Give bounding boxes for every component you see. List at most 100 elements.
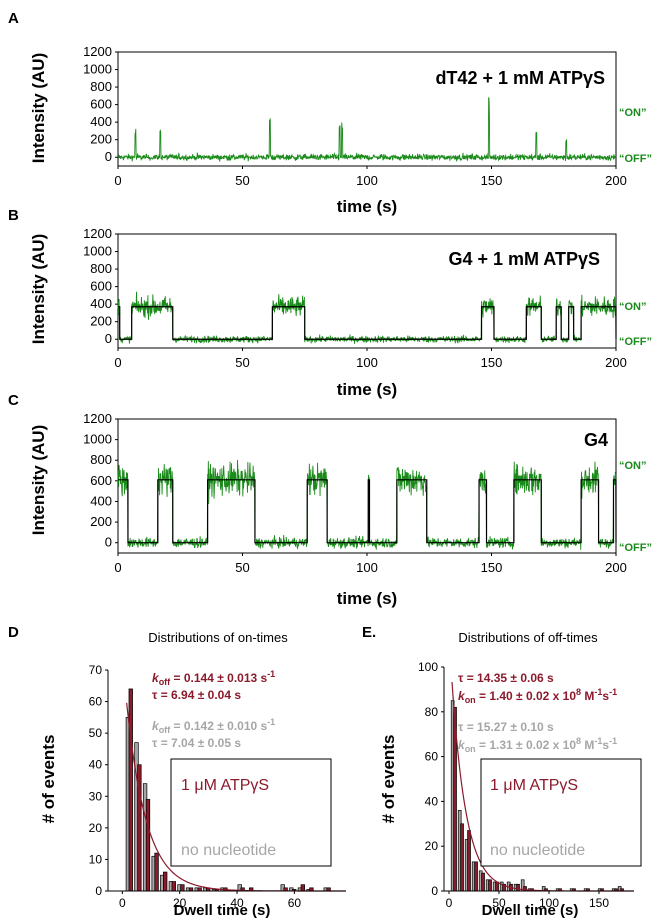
y-axis-label: # of events xyxy=(379,735,398,824)
histogram-bars xyxy=(125,688,331,892)
panel-letter: C xyxy=(8,392,19,409)
y-tick-label: 80 xyxy=(425,705,439,719)
y-tick-label: 800 xyxy=(90,261,112,276)
koff-atp-annotation: koff = 0.144 ± 0.013 s-1 xyxy=(152,669,275,687)
y-axis-label: Intensity (AU) xyxy=(29,425,48,536)
y-tick-label: 400 xyxy=(90,493,112,508)
intensity-trace xyxy=(117,97,617,163)
y-tick-label: 200 xyxy=(90,132,112,147)
bar-atp xyxy=(145,799,151,892)
x-tick-label: 150 xyxy=(481,355,503,370)
on-state-label: “ON” xyxy=(619,301,647,313)
x-tick-label: 200 xyxy=(605,560,627,575)
y-axis-label: # of events xyxy=(39,735,58,824)
bar-atp xyxy=(460,823,464,892)
panel-letter: D xyxy=(8,624,19,641)
bar-atp xyxy=(300,884,305,892)
x-tick-label: 50 xyxy=(235,173,249,188)
y-tick-label: 600 xyxy=(90,473,112,488)
x-axis-label: Dwell time (s) xyxy=(174,902,271,918)
x-tick-label: 0 xyxy=(119,896,126,910)
panel-letter: A xyxy=(8,10,19,27)
panel-e: E. Distributions of off-times # of event… xyxy=(362,624,642,918)
x-axis-label: Dwell time (s) xyxy=(482,902,579,918)
x-tick-label: 0 xyxy=(114,355,121,370)
panel-letter: E. xyxy=(362,624,376,641)
bar-atp xyxy=(481,872,485,892)
y-tick-labels: 0 200 400 600 800 1000 1200 xyxy=(83,226,118,346)
x-tick-label: 100 xyxy=(356,355,378,370)
bar-atp xyxy=(495,881,499,892)
chart-title: dT42 + 1 mM ATPγS xyxy=(435,68,605,88)
y-tick-label: 1200 xyxy=(83,44,112,59)
y-tick-label: 1200 xyxy=(83,411,112,426)
x-tick-label: 50 xyxy=(492,896,506,910)
tau-none-annotation: τ = 7.04 ± 0.05 s xyxy=(152,736,241,750)
x-tick-label: 100 xyxy=(539,896,559,910)
state-fit-line xyxy=(117,479,617,544)
chart-title: G4 xyxy=(584,430,608,450)
off-state-label: “OFF” xyxy=(619,153,652,165)
legend-none: no nucleotide xyxy=(490,842,585,859)
x-tick-label: 50 xyxy=(235,560,249,575)
y-tick-label: 60 xyxy=(425,750,439,764)
panel-letter: B xyxy=(8,207,19,224)
y-tick-label: 20 xyxy=(89,821,103,835)
off-state-label: “OFF” xyxy=(619,336,652,348)
off-state-label: “OFF” xyxy=(619,542,652,554)
x-tick-label: 40 xyxy=(230,896,244,910)
x-tick-labels: 0 50 100 150 200 xyxy=(114,348,627,370)
tau-none-annotation: τ = 15.27 ± 0.10 s xyxy=(458,720,554,734)
y-tick-label: 200 xyxy=(90,514,112,529)
chart-title: Distributions of off-times xyxy=(458,630,598,645)
y-tick-label: 100 xyxy=(418,660,438,674)
intensity-trace xyxy=(117,459,617,550)
x-axis-label: time (s) xyxy=(337,589,397,608)
x-tick-label: 200 xyxy=(605,355,627,370)
x-tick-label: 200 xyxy=(605,173,627,188)
koff-none-annotation: koff = 0.142 ± 0.010 s-1 xyxy=(152,717,275,735)
bar-atp xyxy=(488,879,492,892)
x-tick-label: 150 xyxy=(481,560,503,575)
tau-atp-annotation: τ = 14.35 ± 0.06 s xyxy=(458,671,554,685)
legend-none: no nucleotide xyxy=(181,842,276,859)
bar-atp xyxy=(128,688,133,892)
x-tick-label: 100 xyxy=(356,560,378,575)
x-tick-label: 60 xyxy=(288,896,302,910)
y-tick-label: 600 xyxy=(90,279,112,294)
bar-atp xyxy=(180,884,185,892)
chart-title: Distributions of on-times xyxy=(148,630,288,645)
x-tick-labels: 0 50 100 150 200 xyxy=(114,553,627,575)
y-tick-label: 400 xyxy=(90,114,112,129)
bar-atp xyxy=(516,883,520,892)
y-tick-label: 20 xyxy=(425,839,439,853)
bar-atp xyxy=(474,861,478,892)
x-tick-label: 150 xyxy=(481,173,503,188)
y-tick-label: 0 xyxy=(431,884,438,898)
x-tick-label: 0 xyxy=(114,560,121,575)
x-tick-label: 150 xyxy=(589,896,609,910)
on-state-label: “ON” xyxy=(619,107,647,119)
on-state-label: “ON” xyxy=(619,460,647,472)
y-axis-label: Intensity (AU) xyxy=(29,53,48,164)
x-tick-labels: 0 50 100 150 xyxy=(446,891,609,910)
y-tick-labels: 0 200 400 600 800 1000 1200 xyxy=(83,44,118,164)
y-tick-label: 40 xyxy=(89,758,103,772)
y-tick-label: 50 xyxy=(89,726,103,740)
y-tick-label: 0 xyxy=(95,884,102,898)
state-fit-line xyxy=(117,306,617,340)
y-tick-label: 0 xyxy=(105,149,112,164)
x-tick-labels: 0 20 40 60 xyxy=(119,891,301,910)
x-axis-label: time (s) xyxy=(337,197,397,216)
y-tick-label: 800 xyxy=(90,79,112,94)
y-tick-label: 1200 xyxy=(83,226,112,241)
panel-d: D Distributions of on-times # of events … xyxy=(8,624,346,918)
y-tick-label: 30 xyxy=(89,789,103,803)
bar-atp xyxy=(467,830,471,892)
legend-box xyxy=(480,758,642,867)
intensity-trace xyxy=(117,291,617,345)
y-tick-label: 70 xyxy=(89,663,103,677)
